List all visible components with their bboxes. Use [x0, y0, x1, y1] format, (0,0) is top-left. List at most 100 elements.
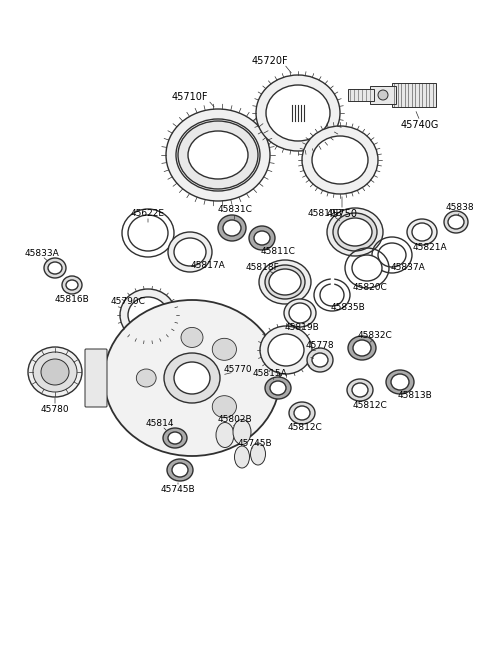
Ellipse shape [386, 370, 414, 394]
Ellipse shape [407, 219, 437, 245]
Text: 45813B: 45813B [397, 390, 432, 400]
Ellipse shape [312, 136, 368, 184]
Ellipse shape [289, 303, 311, 323]
Ellipse shape [41, 359, 69, 385]
Text: 45710F: 45710F [172, 92, 208, 102]
Ellipse shape [448, 215, 464, 229]
Ellipse shape [48, 262, 62, 274]
Ellipse shape [168, 432, 182, 444]
Ellipse shape [256, 75, 340, 151]
Ellipse shape [347, 379, 373, 401]
Text: 45818F: 45818F [245, 263, 279, 272]
Text: 45812C: 45812C [353, 400, 387, 409]
Ellipse shape [163, 428, 187, 448]
Ellipse shape [218, 215, 246, 241]
Ellipse shape [235, 446, 250, 468]
Ellipse shape [260, 326, 312, 374]
Ellipse shape [188, 131, 248, 179]
Ellipse shape [284, 299, 316, 327]
Bar [370, 86, 396, 104]
Ellipse shape [294, 406, 310, 420]
Text: 45833A: 45833A [24, 248, 60, 257]
Ellipse shape [172, 463, 188, 477]
Ellipse shape [176, 119, 260, 191]
Ellipse shape [166, 109, 270, 201]
Text: 45720F: 45720F [252, 56, 288, 66]
Ellipse shape [178, 121, 258, 189]
Ellipse shape [168, 232, 212, 272]
Ellipse shape [212, 339, 237, 360]
Ellipse shape [320, 284, 344, 306]
Text: 45745B: 45745B [238, 438, 272, 447]
Ellipse shape [66, 280, 78, 290]
Text: 45812C: 45812C [288, 424, 323, 432]
Text: 45838: 45838 [446, 204, 474, 212]
Ellipse shape [348, 336, 376, 360]
Text: 45832C: 45832C [358, 331, 392, 339]
Text: 45821A: 45821A [413, 244, 447, 252]
Ellipse shape [251, 443, 265, 465]
Ellipse shape [265, 265, 305, 299]
Ellipse shape [302, 126, 378, 194]
Ellipse shape [378, 243, 406, 267]
FancyBboxPatch shape [85, 349, 107, 407]
Ellipse shape [104, 300, 280, 456]
Bar [392, 83, 436, 107]
Ellipse shape [28, 347, 82, 397]
Ellipse shape [327, 208, 383, 256]
Text: 45819B: 45819B [308, 208, 342, 217]
Text: 45837A: 45837A [391, 263, 425, 272]
Ellipse shape [62, 276, 82, 294]
Ellipse shape [216, 422, 234, 447]
Ellipse shape [335, 215, 375, 249]
Text: 45831C: 45831C [217, 206, 252, 214]
Ellipse shape [267, 267, 303, 297]
Ellipse shape [128, 297, 168, 333]
Text: 45778: 45778 [306, 341, 334, 350]
Ellipse shape [266, 85, 330, 141]
Ellipse shape [212, 396, 237, 418]
Ellipse shape [249, 226, 275, 250]
Ellipse shape [254, 231, 270, 245]
Ellipse shape [174, 238, 206, 266]
Ellipse shape [128, 215, 168, 251]
Ellipse shape [233, 419, 251, 445]
Text: 45815A: 45815A [252, 369, 288, 377]
Text: 45814: 45814 [146, 419, 174, 428]
Text: 45745B: 45745B [161, 485, 195, 495]
Ellipse shape [307, 348, 333, 372]
Ellipse shape [167, 459, 193, 481]
Text: 45790C: 45790C [110, 297, 145, 307]
Bar [348, 89, 374, 101]
Ellipse shape [270, 381, 286, 395]
Text: 45820C: 45820C [353, 284, 387, 293]
Ellipse shape [333, 213, 377, 251]
Ellipse shape [352, 255, 382, 281]
Ellipse shape [269, 269, 301, 295]
Ellipse shape [174, 362, 210, 394]
Text: 45817A: 45817A [191, 261, 226, 269]
Ellipse shape [338, 218, 372, 246]
Ellipse shape [444, 211, 468, 233]
Text: 45622E: 45622E [131, 208, 165, 217]
Ellipse shape [33, 352, 77, 392]
Ellipse shape [289, 402, 315, 424]
Text: 45811C: 45811C [261, 248, 295, 257]
Ellipse shape [164, 353, 220, 403]
Text: 45750: 45750 [326, 209, 358, 219]
Ellipse shape [312, 353, 328, 367]
Text: 45770: 45770 [224, 365, 252, 375]
Text: 45816B: 45816B [55, 295, 89, 305]
Text: 45819B: 45819B [285, 324, 319, 333]
Ellipse shape [136, 369, 156, 387]
Text: 45835B: 45835B [331, 303, 365, 312]
Ellipse shape [353, 340, 371, 356]
Text: 45802B: 45802B [218, 415, 252, 424]
Ellipse shape [378, 90, 388, 100]
Ellipse shape [391, 374, 409, 390]
Ellipse shape [44, 258, 66, 278]
Ellipse shape [352, 383, 368, 397]
Ellipse shape [265, 377, 291, 399]
Text: 45780: 45780 [41, 405, 69, 415]
Ellipse shape [120, 289, 176, 341]
